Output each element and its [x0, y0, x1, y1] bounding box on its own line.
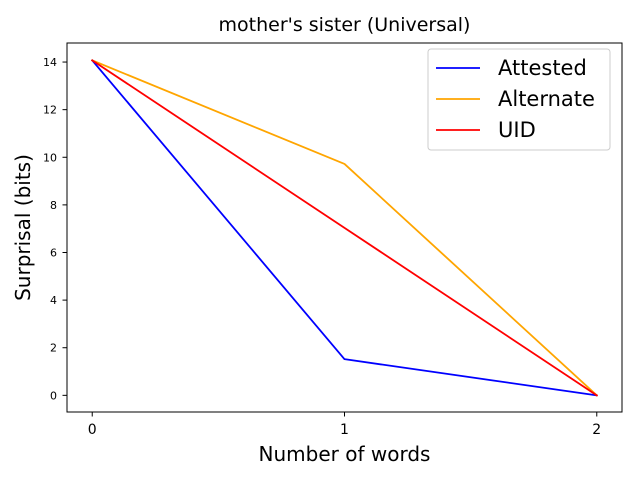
x-tick-label: 1 [340, 422, 349, 438]
chart-title: mother's sister (Universal) [219, 14, 471, 36]
y-tick-label: 10 [43, 151, 57, 164]
legend-label-uid: UID [498, 118, 536, 142]
x-tick-label: 0 [88, 422, 97, 438]
legend-box [427, 48, 611, 151]
y-tick-label: 14 [43, 56, 57, 69]
legend-label-attested: Attested [498, 56, 587, 80]
y-tick-label: 2 [50, 342, 57, 355]
plot-frame [66, 42, 623, 413]
x-axis-label: Number of words [259, 442, 431, 466]
y-tick-label: 0 [50, 389, 57, 402]
y-tick-label: 6 [50, 246, 57, 259]
series-line-attested [90, 59, 598, 397]
legend: Attested Alternate UID [427, 48, 611, 151]
y-tick-label: 4 [50, 294, 57, 307]
series-lines [90, 59, 599, 397]
legend-label-alternate: Alternate [498, 87, 595, 111]
y-axis-ticks: 0 2 4 6 8 10 12 14 [43, 56, 67, 402]
y-tick-label: 12 [43, 104, 57, 117]
y-tick-label: 8 [50, 199, 57, 212]
x-tick-label: 2 [592, 422, 601, 438]
x-axis-ticks: 0 1 2 [88, 412, 601, 438]
series-line-alternate [91, 59, 599, 397]
y-axis-label: Surprisal (bits) [11, 154, 35, 301]
series-line-uid [90, 59, 599, 397]
